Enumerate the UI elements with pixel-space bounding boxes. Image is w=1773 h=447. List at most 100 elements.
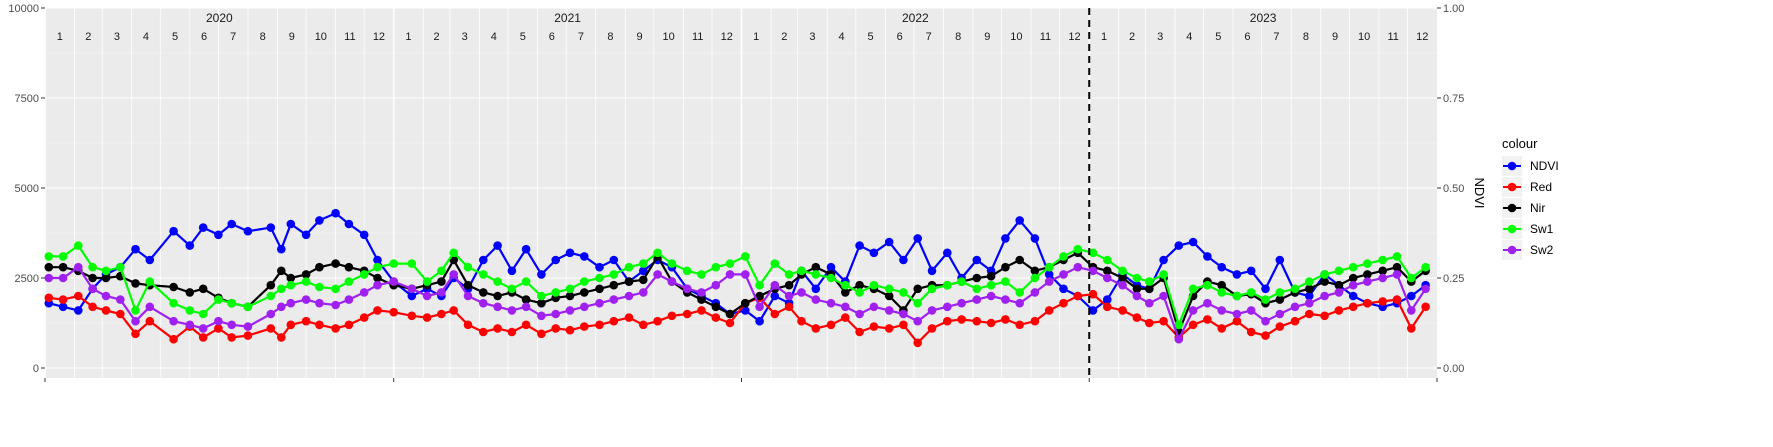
data-point-sw2: [682, 284, 692, 294]
data-point-sw1: [116, 262, 125, 272]
legend-key-nir: [1502, 198, 1522, 218]
data-point-ndvi: [1232, 270, 1242, 279]
data-point-sw1: [422, 277, 432, 286]
data-point-red: [74, 291, 83, 301]
data-point-sw2: [741, 270, 750, 279]
series-sw2: [44, 262, 1430, 344]
data-point-red: [1378, 297, 1387, 306]
month-strip-label: 11: [692, 31, 703, 43]
data-point-nir: [169, 282, 178, 292]
data-point-sw2: [537, 311, 546, 321]
month-strip-label: 9: [636, 31, 642, 43]
data-point-sw2: [277, 302, 286, 312]
data-point-sw1: [185, 306, 195, 315]
month-strip-label: 3: [462, 31, 468, 43]
data-point-ndvi: [884, 237, 894, 247]
data-point-nir: [537, 298, 546, 308]
data-point-sw1: [1059, 252, 1068, 261]
data-point-sw2: [301, 295, 311, 304]
data-point-red: [1088, 289, 1098, 299]
y-tick-label: 0: [33, 363, 39, 375]
data-point-ndvi: [1203, 252, 1212, 261]
data-point-ndvi: [811, 284, 821, 294]
data-point-sw1: [972, 284, 982, 294]
data-point-red: [1015, 320, 1024, 330]
data-point-sw2: [1348, 280, 1358, 290]
data-point-sw2: [373, 280, 382, 290]
data-point-sw2: [1001, 295, 1010, 304]
data-point-red: [373, 306, 382, 315]
data-point-sw2: [1392, 270, 1402, 279]
month-strip-label: 8: [260, 31, 266, 43]
data-point-sw1: [1305, 277, 1314, 286]
data-point-sw1: [331, 284, 340, 294]
data-point-red: [277, 333, 286, 342]
data-point-nir: [725, 309, 735, 319]
data-point-ndvi: [1305, 291, 1314, 301]
data-point-sw1: [943, 280, 952, 290]
month-strip-label: 11: [344, 31, 355, 43]
data-point-nir: [913, 284, 922, 294]
data-point-ndvi: [595, 262, 604, 272]
data-point-sw1: [507, 284, 517, 294]
data-point-sw1: [227, 298, 236, 308]
data-point-nir: [1334, 280, 1344, 290]
data-point-sw2: [479, 298, 488, 308]
data-point-sw2: [74, 262, 83, 272]
data-point-red: [507, 327, 517, 337]
data-point-red: [286, 320, 296, 330]
data-point-sw1: [1378, 255, 1387, 265]
data-point-sw1: [479, 270, 488, 279]
data-point-ndvi: [770, 291, 780, 301]
data-point-red: [884, 324, 894, 333]
legend-label: Red: [1530, 180, 1552, 194]
data-point-ndvi: [1188, 237, 1198, 247]
data-point-ndvi: [277, 244, 286, 254]
data-point-sw2: [609, 295, 619, 304]
data-point-nir: [1132, 284, 1142, 294]
data-point-ndvi: [1348, 291, 1358, 301]
data-point-red: [1232, 316, 1242, 326]
data-point-red: [44, 293, 54, 303]
data-point-sw1: [913, 298, 922, 308]
data-point-sw1: [88, 262, 97, 272]
data-point-nir: [44, 262, 54, 272]
data-point-red: [422, 313, 432, 322]
data-point-ndvi: [301, 230, 311, 240]
data-point-nir: [855, 280, 864, 290]
data-point-ndvi: [131, 244, 140, 254]
data-point-sw1: [1188, 284, 1198, 294]
data-point-nir: [131, 279, 140, 288]
month-strip-label: 11: [1387, 31, 1398, 43]
month-strip-label: 6: [201, 31, 207, 43]
data-point-red: [1217, 324, 1226, 333]
data-point-sw2: [927, 306, 937, 315]
data-point-red: [359, 313, 369, 322]
data-point-red: [811, 324, 821, 333]
data-point-red: [1348, 302, 1358, 312]
data-point-sw1: [653, 248, 662, 258]
data-point-sw1: [1261, 295, 1270, 304]
data-point-red: [855, 327, 864, 337]
data-point-sw2: [344, 295, 354, 304]
data-point-sw2: [198, 324, 208, 333]
data-point-sw2: [1334, 288, 1344, 297]
data-point-sw1: [1320, 270, 1329, 279]
data-point-red: [1188, 320, 1198, 330]
data-point-sw1: [437, 266, 446, 276]
data-point-sw1: [1132, 273, 1142, 283]
data-point-red: [972, 316, 982, 326]
data-point-ndvi: [1059, 284, 1068, 294]
data-point-sw1: [1015, 288, 1024, 297]
data-point-sw2: [1217, 306, 1226, 315]
data-point-sw1: [315, 282, 324, 292]
data-point-sw2: [315, 298, 324, 308]
data-point-nir: [373, 273, 382, 283]
data-point-sw2: [1275, 309, 1285, 319]
data-point-nir: [344, 262, 354, 272]
data-point-sw2: [407, 284, 417, 294]
data-point-sw1: [884, 284, 894, 294]
data-point-sw2: [1305, 298, 1314, 308]
data-point-red: [479, 327, 488, 337]
